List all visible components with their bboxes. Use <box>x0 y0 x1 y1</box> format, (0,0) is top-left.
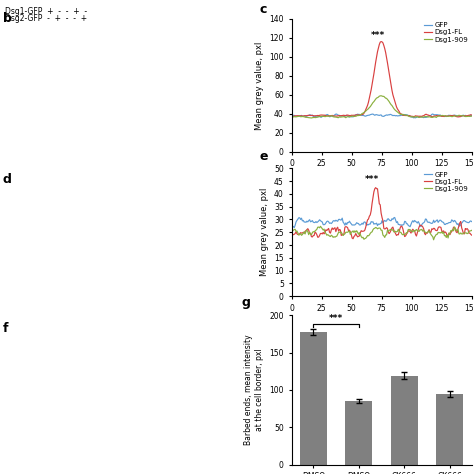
Text: e: e <box>259 150 268 163</box>
GFP <box>297 215 302 220</box>
Dsg1-FL <box>469 232 474 238</box>
GFP <box>296 113 301 119</box>
GFP <box>301 218 306 223</box>
Dsg1-FL <box>378 39 384 45</box>
Dsg1-FL <box>322 230 328 236</box>
Bar <box>391 376 418 465</box>
Dsg1-FL <box>296 231 301 237</box>
Dsg1-FL <box>296 113 301 118</box>
GFP <box>462 218 467 223</box>
Dsg1-FL <box>373 185 379 191</box>
GFP <box>392 215 398 220</box>
GFP <box>322 113 328 118</box>
Dsg1-909 <box>431 237 437 243</box>
Dsg1-909 <box>462 113 467 119</box>
Dsg1-FL <box>289 113 294 119</box>
Line: GFP: GFP <box>292 114 472 118</box>
Dsg1-FL <box>454 114 460 119</box>
Line: GFP: GFP <box>292 218 472 228</box>
GFP <box>455 113 461 118</box>
Dsg1-909 <box>337 230 343 236</box>
GFP <box>430 111 436 117</box>
Text: c: c <box>259 3 266 16</box>
Dsg1-FL <box>469 112 474 118</box>
Y-axis label: Mean grey value, pxl: Mean grey value, pxl <box>260 188 269 276</box>
Dsg1-909 <box>323 230 329 236</box>
Dsg1-FL <box>350 236 356 242</box>
Bar <box>345 401 373 465</box>
Dsg1-909 <box>455 227 461 233</box>
Bar <box>300 332 327 465</box>
Dsg1-FL <box>462 231 467 237</box>
Text: ***: *** <box>365 174 379 183</box>
Dsg1-909 <box>309 115 314 121</box>
Y-axis label: Mean grey value, pxl: Mean grey value, pxl <box>255 41 264 129</box>
Text: f: f <box>3 322 9 335</box>
GFP <box>289 112 294 118</box>
Dsg1-FL <box>455 226 461 232</box>
Dsg1-FL <box>322 112 328 118</box>
Text: ***: *** <box>329 314 343 323</box>
Y-axis label: Barbed ends, mean intensity
at the cell border, pxl: Barbed ends, mean intensity at the cell … <box>245 335 264 445</box>
Dsg1-909 <box>469 228 474 233</box>
Dsg1-909 <box>318 223 323 229</box>
GFP <box>455 221 461 227</box>
Dsg1-FL <box>300 113 305 119</box>
Dsg1-909 <box>289 114 294 119</box>
Dsg1-FL <box>337 227 342 232</box>
X-axis label: Distance, pxl: Distance, pxl <box>354 174 409 183</box>
GFP <box>292 225 297 230</box>
GFP <box>462 113 467 119</box>
Dsg1-909 <box>296 113 301 119</box>
Dsg1-909 <box>296 232 301 238</box>
Text: Dsg2-GFP  -  +  -  -  +: Dsg2-GFP - + - - + <box>5 14 87 23</box>
Line: Dsg1-909: Dsg1-909 <box>292 226 472 240</box>
Line: Dsg1-FL: Dsg1-FL <box>292 42 472 117</box>
Bar <box>436 394 464 465</box>
GFP <box>289 222 294 228</box>
GFP <box>413 115 419 121</box>
GFP <box>469 219 474 224</box>
Dsg1-909 <box>455 113 461 118</box>
Line: Dsg1-FL: Dsg1-FL <box>292 188 472 239</box>
Dsg1-909 <box>337 114 343 120</box>
Dsg1-909 <box>300 232 305 237</box>
Text: Dsg1-GFP  +  -  -  +  -: Dsg1-GFP + - - + - <box>5 7 87 16</box>
Text: ***: *** <box>371 31 385 40</box>
X-axis label: Distance, pxl: Distance, pxl <box>354 319 409 328</box>
Dsg1-909 <box>323 114 329 119</box>
Line: Dsg1-909: Dsg1-909 <box>292 96 472 118</box>
Legend: GFP, Dsg1-FL, Dsg1-909: GFP, Dsg1-FL, Dsg1-909 <box>424 22 468 43</box>
Dsg1-909 <box>289 228 294 234</box>
Dsg1-909 <box>300 114 305 119</box>
Dsg1-FL <box>462 113 467 119</box>
GFP <box>469 113 474 118</box>
Dsg1-FL <box>300 230 305 236</box>
Dsg1-909 <box>462 230 467 236</box>
Dsg1-909 <box>469 113 474 119</box>
GFP <box>337 217 343 223</box>
GFP <box>337 113 342 118</box>
GFP <box>300 113 305 119</box>
Text: d: d <box>3 173 12 186</box>
Legend: GFP, Dsg1-FL, Dsg1-909: GFP, Dsg1-FL, Dsg1-909 <box>424 172 468 192</box>
Dsg1-909 <box>378 93 384 99</box>
Dsg1-FL <box>289 230 294 236</box>
Dsg1-FL <box>337 113 342 118</box>
Dsg1-FL <box>455 114 461 120</box>
GFP <box>323 220 329 226</box>
Text: b: b <box>3 12 12 25</box>
Text: g: g <box>241 296 250 309</box>
